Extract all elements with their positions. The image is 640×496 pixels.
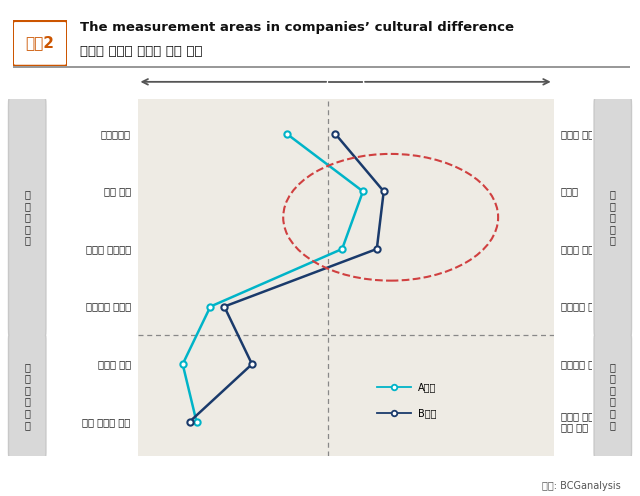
Text: 새로운 비즈니스
기회 추구: 새로운 비즈니스 기회 추구 xyxy=(561,411,605,433)
Text: 자료: BCGanalysis: 자료: BCGanalysis xyxy=(542,481,621,491)
Text: 자율성: 자율성 xyxy=(561,186,579,196)
Text: 단
화
한
통
제: 단 화 한 통 제 xyxy=(24,189,30,246)
Text: 변
화
에
적
극
적: 변 화 에 적 극 적 xyxy=(610,362,616,430)
Text: 통제된절차: 통제된절차 xyxy=(100,129,131,139)
Text: 유연한 절차: 유연한 절차 xyxy=(561,129,594,139)
Text: 제한된 상호작용: 제한된 상호작용 xyxy=(86,244,131,254)
Text: 리스크를 좋아함: 리스크를 좋아함 xyxy=(561,302,605,311)
Text: 진화하는 지시: 진화하는 지시 xyxy=(561,359,600,369)
Text: B회사: B회사 xyxy=(419,408,437,418)
Text: 변
화
에
소
극
적: 변 화 에 소 극 적 xyxy=(24,362,30,430)
Text: The measurement areas in companies’ cultural difference: The measurement areas in companies’ cult… xyxy=(80,21,514,34)
Text: 확장된 상호작용: 확장된 상호작용 xyxy=(561,244,605,254)
Text: 기업별 문화적 차이점 측정 지표: 기업별 문화적 차이점 측정 지표 xyxy=(80,45,202,58)
Text: 고정된 지시: 고정된 지시 xyxy=(97,359,131,369)
Text: 현재 전략에 집중: 현재 전략에 집중 xyxy=(83,417,131,427)
FancyBboxPatch shape xyxy=(12,20,68,66)
Text: 느
슨
한
규
율: 느 슨 한 규 율 xyxy=(610,189,616,246)
FancyBboxPatch shape xyxy=(594,94,632,340)
FancyBboxPatch shape xyxy=(8,94,46,340)
Text: 그림2: 그림2 xyxy=(26,35,54,50)
FancyBboxPatch shape xyxy=(594,333,632,459)
Text: A회사: A회사 xyxy=(419,382,436,392)
Text: 강한 규율: 강한 규율 xyxy=(104,186,131,196)
Text: 리스크를 싫어함: 리스크를 싫어함 xyxy=(86,302,131,311)
FancyBboxPatch shape xyxy=(8,333,46,459)
